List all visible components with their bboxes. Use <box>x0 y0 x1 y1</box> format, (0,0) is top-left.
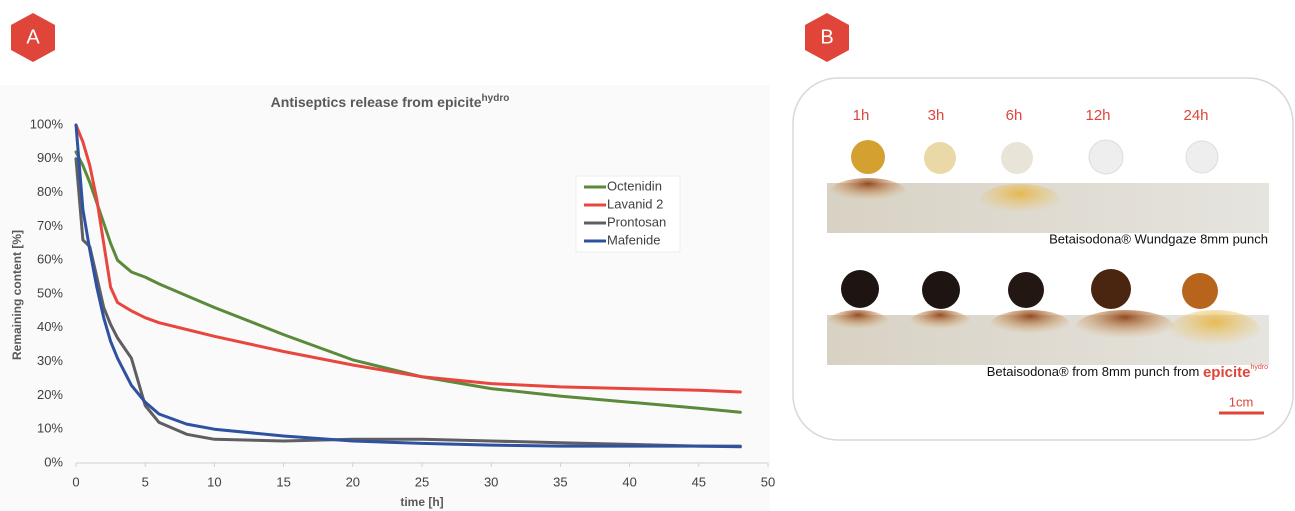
stain <box>980 184 1060 216</box>
sample <box>1008 272 1044 308</box>
brand-superscript: hydro <box>1250 364 1268 371</box>
stain <box>1170 310 1260 350</box>
x-tick-label: 50 <box>761 474 775 489</box>
panel-frame <box>792 77 1294 441</box>
x-tick-label: 10 <box>207 474 221 489</box>
y-tick-label: 60% <box>37 252 63 267</box>
y-axis-title: Remaining content [%] <box>10 230 24 360</box>
sample <box>1001 142 1033 174</box>
sample <box>922 271 960 309</box>
panel-label: A <box>26 26 40 48</box>
time-label: 1h <box>853 107 870 124</box>
x-tick-label: 15 <box>276 474 290 489</box>
title-superscript: hydro <box>482 93 510 104</box>
stain <box>990 310 1070 340</box>
time-label: 3h <box>928 107 945 124</box>
x-tick-label: 45 <box>692 474 706 489</box>
x-tick-label: 5 <box>142 474 149 489</box>
caption-text: Betaisodona® from 8mm punch from <box>987 364 1203 379</box>
y-tick-label: 80% <box>37 184 63 199</box>
chart-title: Antiseptics release from epicitehydro <box>271 93 510 110</box>
sample <box>1091 269 1131 309</box>
scale-label: 1cm <box>1229 394 1254 409</box>
photo-panel: Betaisodona® Wundgaze 8mm punch Betaisod… <box>792 77 1294 441</box>
sample <box>851 140 885 174</box>
series-line <box>74 123 742 449</box>
y-tick-label: 50% <box>37 285 63 300</box>
y-tick-label: 20% <box>37 387 63 402</box>
title-text: Antiseptics release from epicite <box>271 94 482 110</box>
y-tick-label: 100% <box>30 116 64 131</box>
x-tick-label: 30 <box>484 474 498 489</box>
caption: Betaisodona® from 8mm punch from epicite… <box>987 364 1268 381</box>
legend-label: Mafenide <box>607 232 660 247</box>
stain <box>1075 310 1175 346</box>
series-line <box>74 123 742 394</box>
panel-label: B <box>820 26 833 48</box>
x-tick-label: 25 <box>415 474 429 489</box>
y-tick-label: 70% <box>37 218 63 233</box>
x-tick-label: 20 <box>346 474 360 489</box>
legend-label: Octenidin <box>607 178 662 193</box>
x-tick-label: 0 <box>72 474 79 489</box>
x-tick-label: 40 <box>622 474 636 489</box>
legend-label: Prontosan <box>607 214 666 229</box>
time-label: 6h <box>1006 107 1023 124</box>
caption: Betaisodona® Wundgaze 8mm punch <box>1049 231 1268 246</box>
stain <box>910 310 970 334</box>
sample <box>841 270 879 308</box>
sample <box>1182 273 1218 309</box>
time-label: 24h <box>1183 107 1208 124</box>
sample <box>1088 139 1124 175</box>
stain <box>830 178 906 206</box>
stain <box>828 310 888 334</box>
sample <box>924 142 956 174</box>
y-tick-label: 40% <box>37 319 63 334</box>
legend-label: Lavanid 2 <box>607 196 663 211</box>
brand: epicite <box>1203 364 1251 381</box>
y-tick-label: 90% <box>37 150 63 165</box>
time-label: 12h <box>1085 107 1110 124</box>
x-tick-label: 35 <box>553 474 567 489</box>
y-tick-label: 0% <box>44 454 63 469</box>
badge <box>11 13 55 62</box>
y-tick-label: 10% <box>37 421 63 436</box>
series-line <box>74 157 742 448</box>
y-tick-label: 30% <box>37 353 63 368</box>
legend-box <box>575 175 681 253</box>
badge <box>805 13 849 62</box>
sample <box>1185 140 1219 174</box>
x-axis-title: time [h] <box>400 495 443 509</box>
